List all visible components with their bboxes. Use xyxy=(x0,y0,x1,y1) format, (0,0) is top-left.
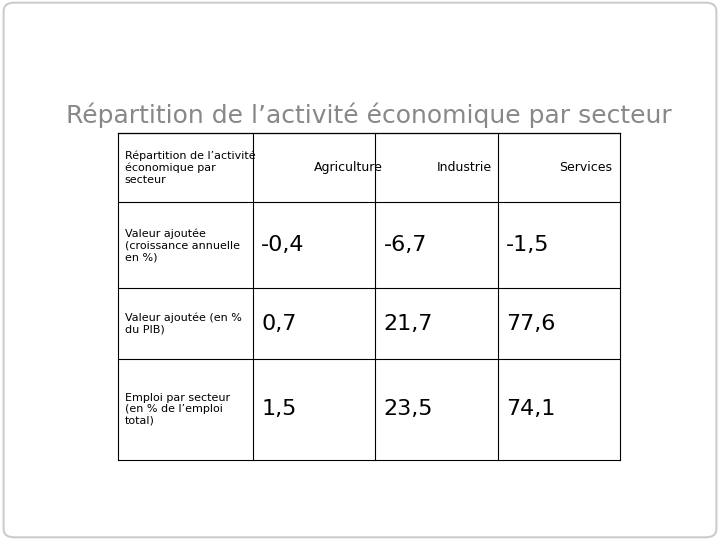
Text: -6,7: -6,7 xyxy=(384,235,427,255)
Text: 77,6: 77,6 xyxy=(506,314,555,334)
Text: 23,5: 23,5 xyxy=(384,399,433,419)
Text: Services: Services xyxy=(559,161,612,174)
Text: 74,1: 74,1 xyxy=(506,399,555,419)
Text: Valeur ajoutée (en %
du PIB): Valeur ajoutée (en % du PIB) xyxy=(125,313,241,335)
Text: -1,5: -1,5 xyxy=(506,235,549,255)
Text: -0,4: -0,4 xyxy=(261,235,305,255)
Text: Répartition de l’activité économique par secteur: Répartition de l’activité économique par… xyxy=(66,102,672,128)
Text: 0,7: 0,7 xyxy=(261,314,297,334)
Text: 1,5: 1,5 xyxy=(261,399,297,419)
Text: Emploi par secteur
(en % de l’emploi
total): Emploi par secteur (en % de l’emploi tot… xyxy=(125,393,230,426)
Text: Agriculture: Agriculture xyxy=(314,161,383,174)
Text: Industrie: Industrie xyxy=(436,161,492,174)
Text: Valeur ajoutée
(croissance annuelle
en %): Valeur ajoutée (croissance annuelle en %… xyxy=(125,228,240,262)
Text: 21,7: 21,7 xyxy=(384,314,433,334)
Text: Répartition de l’activité
économique par
secteur: Répartition de l’activité économique par… xyxy=(125,151,255,185)
